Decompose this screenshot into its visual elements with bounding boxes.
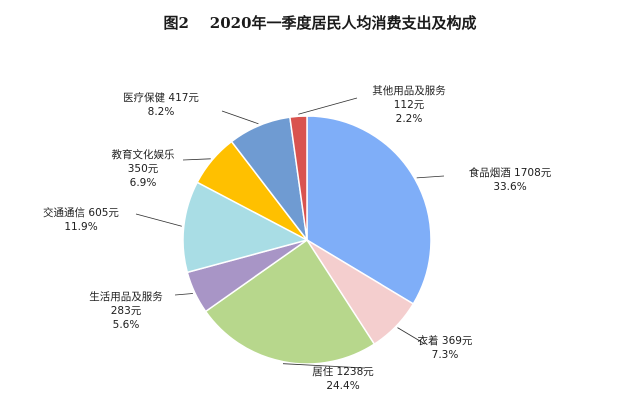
label-medical: 医疗保健 417元 8.2% xyxy=(123,91,199,118)
chart-title: 图2 2020年一季度居民人均消费支出及构成 xyxy=(163,14,476,32)
slice-housing xyxy=(204,238,376,365)
leader-line-medical xyxy=(221,110,259,125)
leader-line-education xyxy=(182,158,211,161)
leader-line-clothing xyxy=(397,327,426,345)
slice-food xyxy=(306,115,432,305)
pie-slices xyxy=(182,115,432,365)
slice-labels: 食品烟酒 1708元 33.6% 衣着 369元 7.3% 居住 1238元 24.4% 生… xyxy=(43,84,552,392)
label-other: 其他用品及服务 112元 2.2% xyxy=(372,84,446,125)
leader-line-housing xyxy=(282,363,366,369)
leader-lines xyxy=(135,97,445,369)
label-transport: 交通通信 605元 11.9% xyxy=(43,206,119,233)
label-clothing: 衣着 369元 7.3% xyxy=(418,334,473,361)
label-housing: 居住 1238元 24.4% xyxy=(312,365,374,392)
leader-line-transport xyxy=(135,213,182,227)
leader-line-food xyxy=(416,175,445,179)
label-food: 食品烟酒 1708元 33.6% xyxy=(469,166,552,193)
slice-other xyxy=(289,115,308,241)
label-education: 教育文化娱乐 350元 6.9% xyxy=(112,148,175,189)
label-household: 生活用品及服务 283元 5.6% xyxy=(89,290,163,331)
leader-line-household xyxy=(174,293,193,296)
leader-line-other xyxy=(298,97,358,115)
slice-transport xyxy=(182,181,310,274)
